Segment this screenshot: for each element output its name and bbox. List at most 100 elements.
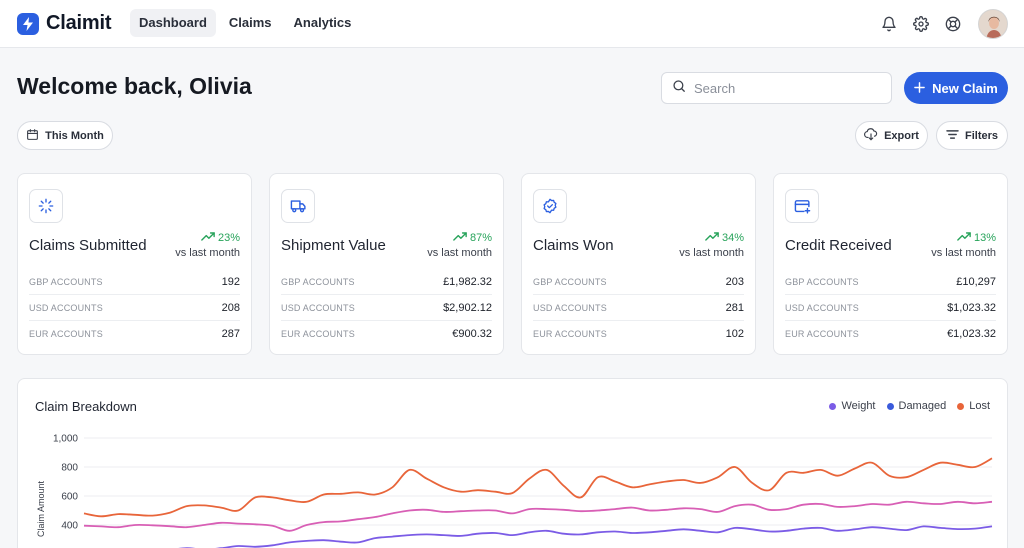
list-item: EUR ACCOUNTS 287 (29, 321, 240, 347)
list-item: USD ACCOUNTS $1,023.32 (785, 295, 996, 321)
trend-up-icon (957, 232, 971, 244)
top-navigation-bar: Claimit Dashboard Claims Analytics (0, 0, 1024, 48)
series-line-damaged (83, 500, 993, 532)
row-value: 192 (221, 275, 240, 288)
lightning-icon (17, 12, 39, 35)
new-claim-label: New Claim (932, 80, 998, 96)
lifebuoy-icon[interactable] (937, 9, 969, 39)
legend-label: Weight (841, 400, 876, 412)
plus-icon (914, 81, 925, 96)
row-label: USD ACCOUNTS (785, 302, 859, 313)
trend-indicator: 87% vs last month (427, 232, 492, 259)
stat-card-credit-received: Credit Received 13% vs last month GBP AC… (773, 173, 1008, 355)
row-value: 287 (221, 328, 240, 340)
account-breakdown: GBP ACCOUNTS 203 USD ACCOUNTS 281 EUR ACCO… (533, 269, 744, 347)
row-value: £1,982.32 (443, 275, 492, 288)
main-nav: Dashboard Claims Analytics (130, 9, 360, 37)
loader-icon (29, 189, 63, 223)
chart-title: Claim Breakdown (35, 399, 137, 414)
filters-button[interactable]: Filters (936, 121, 1008, 150)
y-axis-label: Claim Amount (36, 480, 46, 537)
nav-analytics[interactable]: Analytics (293, 15, 352, 30)
series-line-lost (83, 457, 993, 518)
list-item: USD ACCOUNTS $2,902.12 (281, 295, 492, 321)
export-button[interactable]: Export (855, 121, 928, 150)
stat-card-claims-submitted: Claims Submitted 23% vs last month GBP A… (17, 173, 252, 355)
gear-icon[interactable] (905, 9, 937, 39)
y-tick-label: 400 (61, 521, 78, 532)
row-label: EUR ACCOUNTS (281, 329, 355, 339)
row-label: GBP ACCOUNTS (785, 276, 859, 287)
series-line-weight (178, 525, 993, 548)
export-label: Export (884, 129, 919, 142)
app-name: Claimit (46, 12, 112, 34)
search-box[interactable] (661, 72, 892, 104)
user-avatar[interactable] (978, 9, 1008, 39)
search-input[interactable] (694, 80, 874, 96)
legend-label: Lost (969, 400, 990, 412)
trend-up-icon (201, 232, 215, 244)
y-tick-label: 800 (61, 463, 78, 474)
trend-caption: vs last month (175, 247, 240, 259)
chart-legend: Weight Damaged Lost (829, 400, 990, 412)
y-tick-label: 1,000 (53, 434, 78, 445)
row-label: EUR ACCOUNTS (29, 329, 103, 339)
legend-item-damaged[interactable]: Damaged (886, 400, 947, 412)
trend-indicator: 23% vs last month (175, 232, 240, 259)
line-chart: 1,000 800 600 400 Claim Amount (36, 434, 993, 548)
legend-label: Damaged (898, 400, 947, 412)
credit-card-plus-icon (785, 189, 819, 223)
calendar-icon (26, 128, 39, 144)
account-breakdown: GBP ACCOUNTS £1,982.32 USD ACCOUNTS $2,902… (281, 269, 492, 347)
legend-item-lost[interactable]: Lost (957, 400, 990, 412)
row-value: €1,023.32 (947, 328, 996, 340)
row-label: GBP ACCOUNTS (29, 276, 103, 287)
list-item: EUR ACCOUNTS €900.32 (281, 321, 492, 347)
filter-lines-icon (946, 129, 959, 143)
row-value: €900.32 (452, 328, 492, 340)
page-title: Welcome back, Olivia (17, 73, 252, 99)
row-value: 281 (725, 301, 744, 314)
truck-icon (281, 189, 315, 223)
trend-percent: 23% (217, 232, 240, 244)
list-item: EUR ACCOUNTS €1,023.32 (785, 321, 996, 347)
card-title: Claims Submitted (29, 237, 147, 254)
list-item: GBP ACCOUNTS 203 (533, 269, 744, 295)
y-tick-label: 600 (61, 492, 78, 503)
card-title: Claims Won (533, 237, 614, 254)
account-breakdown: GBP ACCOUNTS 192 USD ACCOUNTS 208 EUR ACCO… (29, 269, 240, 347)
row-value: £10,297 (956, 275, 996, 288)
row-label: USD ACCOUNTS (533, 302, 607, 313)
app-logo[interactable]: Claimit (17, 12, 111, 35)
nav-claims[interactable]: Claims (228, 15, 272, 30)
trend-caption: vs last month (427, 247, 492, 259)
row-value: 208 (221, 301, 240, 314)
list-item: USD ACCOUNTS 208 (29, 295, 240, 321)
nav-dashboard[interactable]: Dashboard (130, 9, 216, 37)
trend-percent: 34% (721, 232, 744, 244)
claim-breakdown-chart-card: Claim Breakdown Weight Damaged Lost 1,00… (17, 378, 1008, 548)
list-item: GBP ACCOUNTS £10,297 (785, 269, 996, 295)
row-label: USD ACCOUNTS (29, 302, 103, 313)
row-label: EUR ACCOUNTS (785, 329, 859, 339)
trend-percent: 87% (469, 232, 492, 244)
trend-up-icon (705, 232, 719, 244)
legend-item-weight[interactable]: Weight (829, 400, 876, 412)
date-range-button[interactable]: This Month (17, 121, 113, 150)
stat-card-claims-won: Claims Won 34% vs last month GBP ACCOUNT… (521, 173, 756, 355)
account-breakdown: GBP ACCOUNTS £10,297 USD ACCOUNTS $1,023.3… (785, 269, 996, 347)
row-value: 203 (725, 275, 744, 288)
bell-icon[interactable] (873, 9, 905, 39)
cloud-download-icon (864, 127, 878, 144)
list-item: EUR ACCOUNTS 102 (533, 321, 744, 347)
search-icon (672, 79, 686, 98)
legend-dot (829, 402, 837, 410)
filters-label: Filters (964, 129, 998, 142)
trend-indicator: 34% vs last month (679, 232, 744, 259)
row-label: GBP ACCOUNTS (281, 276, 355, 287)
date-range-label: This Month (45, 129, 104, 142)
new-claim-button[interactable]: New Claim (904, 72, 1008, 104)
row-label: USD ACCOUNTS (281, 302, 355, 313)
trend-caption: vs last month (931, 247, 996, 259)
card-title: Credit Received (785, 237, 892, 254)
